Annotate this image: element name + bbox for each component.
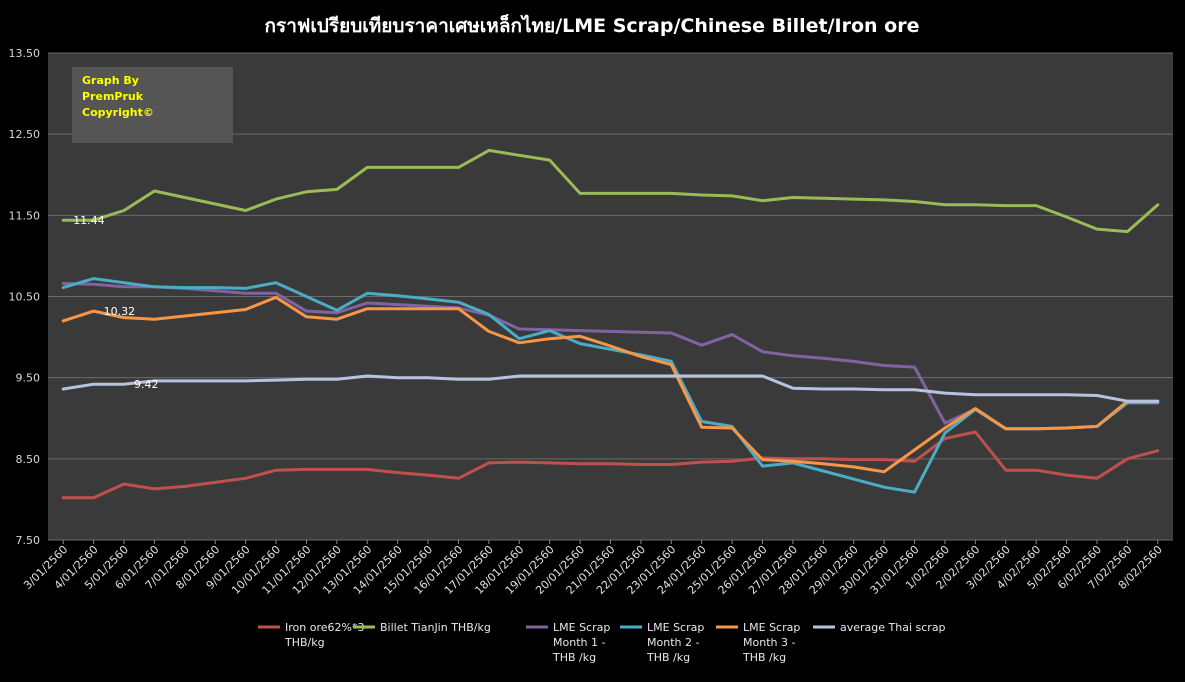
y-tick-label: 8.50 (16, 453, 41, 466)
legend-label: average Thai scrap (840, 621, 946, 634)
chart-title: กราฟเปรียบเทียบราคาเศษเหล็กไทย/LME Scrap… (264, 13, 919, 37)
y-tick-label: 7.50 (16, 534, 41, 547)
watermark-line-3: Copyright© (82, 106, 154, 119)
data-label: 10.32 (104, 305, 136, 318)
watermark-box: Graph By PremPruk Copyright© (72, 67, 233, 143)
y-tick-label: 12.50 (9, 128, 41, 141)
y-tick-label: 9.50 (16, 372, 41, 385)
legend-label: LME Scrap Month 1 -THB /kg (552, 621, 610, 664)
series-line-2 (61, 148, 1160, 234)
series-line-6 (61, 374, 1160, 403)
series-line-5 (61, 295, 1160, 474)
y-axis-ticks: 7.50 8.50 9.50 10.50 11.50 12.50 13.50 (9, 47, 41, 547)
grid-lines (48, 52, 1173, 541)
y-tick-label: 13.50 (9, 47, 41, 60)
data-label: 9.42 (134, 378, 159, 391)
legend-label: Iron ore62%*3 THB/kg (284, 621, 364, 649)
legend-label: Billet TianJin THB/kg (380, 621, 491, 634)
data-label: 11.44 (73, 214, 105, 227)
data-labels: 11.44 10.32 9.42 (73, 214, 158, 391)
legend-label: LME Scrap Month 2 -THB /kg (646, 621, 704, 664)
watermark-line-1: Graph By (82, 74, 139, 87)
watermark-line-2: PremPruk (82, 90, 144, 103)
y-tick-label: 10.50 (9, 291, 41, 304)
y-tick-label: 11.50 (9, 209, 41, 222)
legend-label: LME Scrap Month 3 -THB /kg (742, 621, 800, 664)
watermark-background (72, 67, 233, 143)
legend: Iron ore62%*3 THB/kg Billet TianJin THB/kg… (258, 621, 946, 664)
series-line-1 (61, 430, 1160, 500)
series-lines (61, 148, 1160, 500)
